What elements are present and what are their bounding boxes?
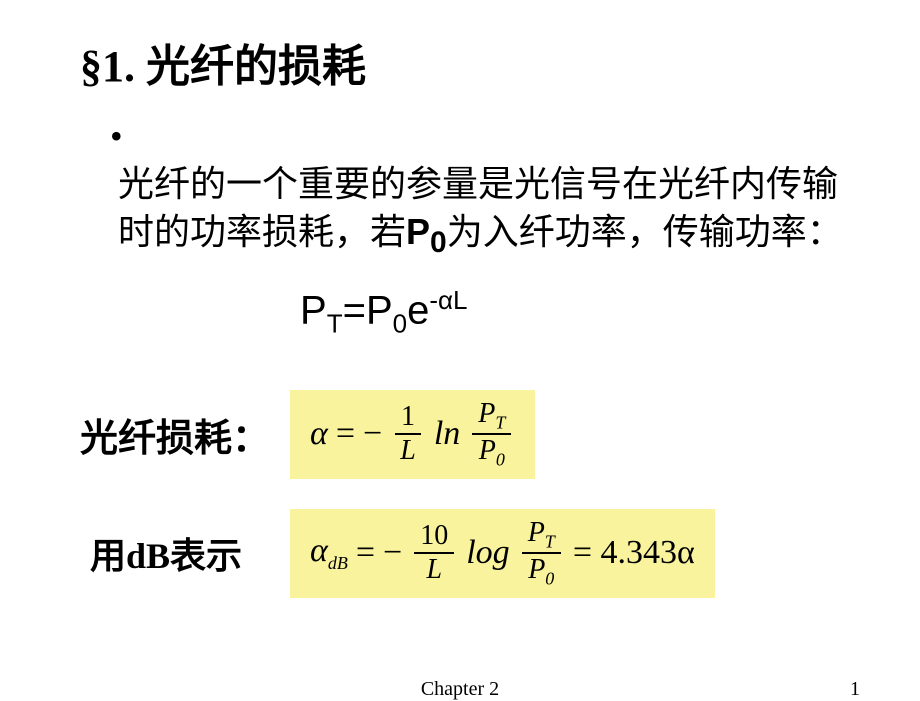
bullet-text: 光纤的一个重要的参量是光信号在光纤内传输时的功率损耗，若P0为入纤功率，传输功率… [118,160,868,267]
den-p0: P0 [473,435,511,469]
pt-sub3: T [545,531,555,551]
p-var: P0 [406,211,447,252]
bullet-marker: • [110,112,123,160]
pt-base: P [300,289,327,333]
num-1: 1 [395,403,421,435]
e-base: e [407,289,429,333]
section-title: §1. 光纤的损耗 [80,30,880,94]
p0-sub3: 0 [545,569,554,589]
slide: §1. 光纤的损耗 • 光纤的一个重要的参量是光信号在光纤内传输时的功率损耗，若… [0,0,920,690]
equation-pt: PT=P0e-αL [300,285,880,339]
p-base: P [406,211,430,252]
pt-base3: P [528,517,545,548]
pt-sub: T [327,309,343,339]
pt-base2: P [478,398,495,429]
neg-sign: − [363,415,382,453]
num-pt: PT [472,400,511,436]
eq-sign: = [343,289,366,333]
label-db: 用dB表示 [90,527,290,579]
eq-sign-3: = [356,534,375,572]
p-sub: 0 [430,226,447,259]
formula-alpha: α = − 1 L ln PT P0 [290,390,535,479]
frac-pt-p0-2: PT P0 [522,519,561,588]
den-p02: P0 [522,554,560,588]
label-alpha: 光纤损耗： [80,407,290,462]
neg-sign-2: − [383,534,402,572]
frac-pt-p0: PT P0 [472,400,511,469]
p0-sub2: 0 [496,450,505,470]
bullet-block: • 光纤的一个重要的参量是光信号在光纤内传输时的功率损耗，若P0为入纤功率，传输… [110,112,860,267]
frac-1L: 1 L [394,403,422,465]
p0-sub: 0 [393,309,407,339]
log: log [466,534,509,572]
den-L2: L [420,554,448,584]
row-db: 用dB表示 αdB = − 10 L log PT P0 = 4.343α [40,509,880,598]
row-alpha: 光纤损耗： α = − 1 L ln PT P0 [40,390,880,479]
alpha-sym: α [310,415,328,453]
ln: ln [434,415,460,453]
alpha-sym2: α [310,532,328,569]
e-exp: -αL [429,285,467,315]
den-L: L [394,435,422,465]
eq-sign-2: = [336,415,355,453]
frac-10L: 10 L [414,522,454,584]
p0-base2: P [479,435,496,466]
num-10: 10 [414,522,454,554]
bullet-part2: 为入纤功率，传输功率： [447,212,843,252]
pt-sub2: T [495,412,505,432]
tail-value: = 4.343α [573,534,695,572]
num-pt2: PT [522,519,561,555]
p0-base3: P [528,554,545,585]
alpha-db: αdB [310,532,348,574]
p0-base: P [366,289,393,333]
formula-db: αdB = − 10 L log PT P0 = 4.343α [290,509,715,598]
alpha-sub-db: dB [328,553,348,573]
